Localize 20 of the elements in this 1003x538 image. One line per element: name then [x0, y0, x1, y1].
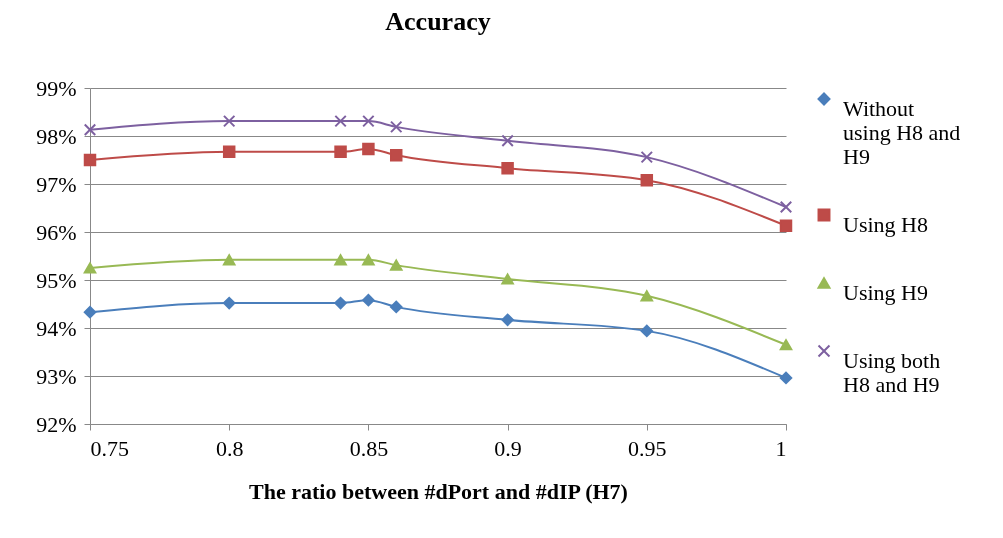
- legend-label: Using H8: [843, 212, 928, 237]
- y-tick-label: 98%: [36, 123, 77, 149]
- legend-label: Using both H8 and H9: [843, 348, 941, 397]
- x-axis-title: The ratio between #dPort and #dIP (H7): [249, 478, 628, 504]
- x-tick-label: 0.95: [628, 435, 667, 461]
- chart-title: Accuracy: [385, 7, 491, 36]
- y-tick-label: 92%: [36, 411, 77, 437]
- y-tick-label: 99%: [36, 75, 77, 101]
- y-tick-label: 95%: [36, 267, 77, 293]
- x-tick-label: 1: [775, 435, 787, 461]
- x-tick-label: 0.85: [349, 435, 389, 461]
- y-tick-label: 94%: [36, 315, 77, 341]
- y-tick-label: 96%: [36, 219, 77, 245]
- x-tick-label: 0.8: [215, 435, 244, 461]
- x-tick-label: 0.9: [494, 435, 522, 461]
- y-tick-label: 97%: [36, 171, 77, 197]
- legend-label: Without using H8 and H9: [843, 96, 961, 169]
- x-tick-label: 0.75: [90, 435, 129, 461]
- legend-label: Using H9: [843, 280, 928, 305]
- y-tick-label: 93%: [36, 363, 77, 389]
